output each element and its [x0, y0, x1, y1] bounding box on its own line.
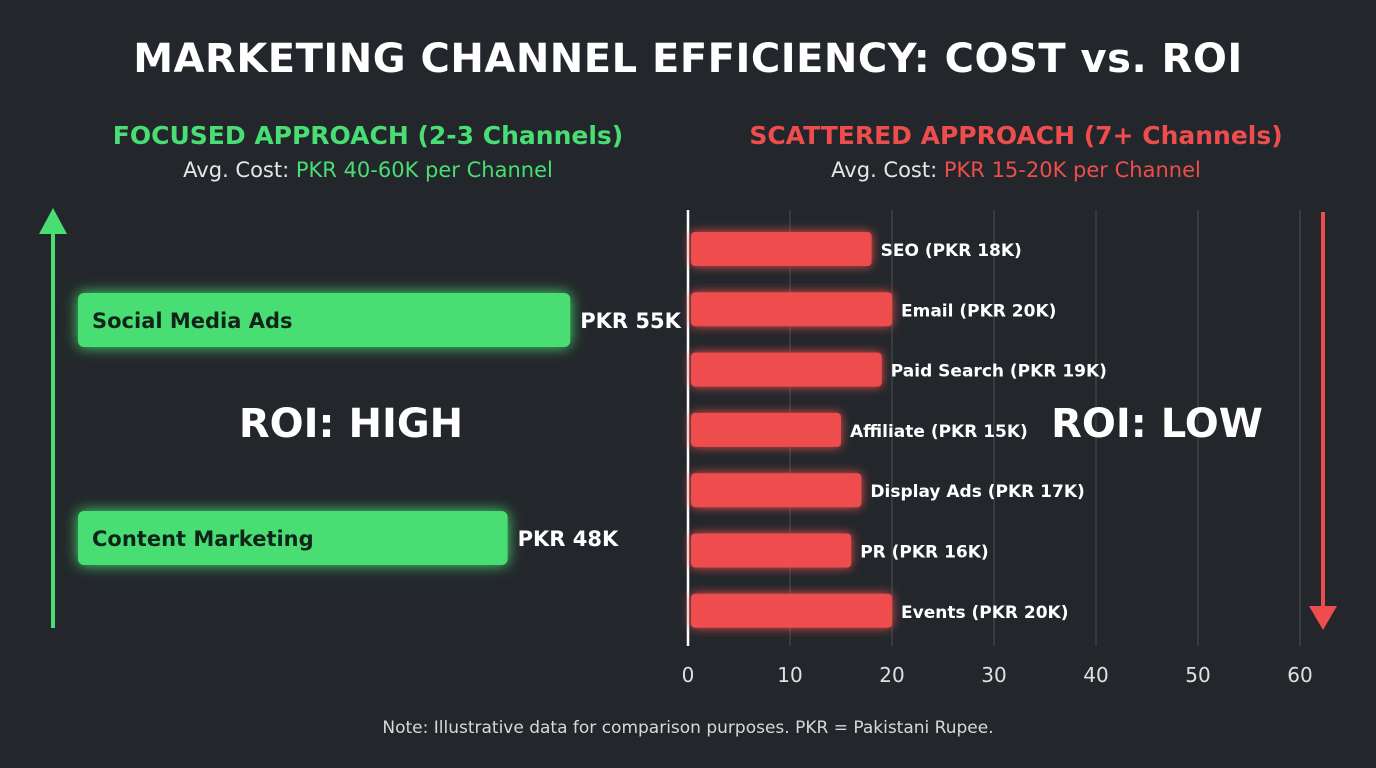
focused-bar	[78, 511, 508, 565]
scattered-bar	[691, 412, 841, 447]
scattered-bar-label: SEO (PKR 18K)	[881, 241, 1022, 261]
scattered-bar-label: Affiliate (PKR 15K)	[850, 422, 1028, 442]
roi-up-arrow-icon	[39, 208, 67, 234]
focused-bar-category: Social Media Ads	[92, 309, 293, 333]
scattered-bar	[691, 473, 862, 508]
scattered-bar-label: Display Ads (PKR 17K)	[870, 482, 1084, 502]
x-tick-label: 50	[1185, 663, 1210, 687]
focused-approach-header: FOCUSED APPROACH (2-3 Channels) Avg. Cos…	[58, 118, 678, 186]
scattered-bar-label: Email (PKR 20K)	[901, 301, 1056, 321]
focused-cost-prefix: Avg. Cost:	[183, 158, 290, 182]
focused-cost-value: PKR 40-60K per Channel	[295, 158, 553, 182]
scattered-approach-header: SCATTERED APPROACH (7+ Channels) Avg. Co…	[706, 118, 1326, 186]
scattered-approach-heading: SCATTERED APPROACH (7+ Channels)	[749, 121, 1283, 150]
scattered-bar-label: Events (PKR 20K)	[901, 603, 1069, 623]
footnote: Note: Illustrative data for comparison p…	[382, 718, 994, 738]
x-tick-label: 0	[682, 663, 695, 687]
x-tick-label: 10	[777, 663, 802, 687]
scattered-cost-value: PKR 15-20K per Channel	[943, 158, 1201, 182]
scattered-avg-cost: Avg. Cost: PKR 15-20K per Channel	[706, 154, 1326, 186]
scattered-cost-prefix: Avg. Cost:	[831, 158, 938, 182]
focused-bar-value-label: PKR 48K	[518, 527, 619, 551]
x-tick-label: 60	[1287, 663, 1312, 687]
focused-bar-category: Content Marketing	[92, 527, 314, 551]
chart-title: MARKETING CHANNEL EFFICIENCY: COST vs. R…	[133, 36, 1243, 82]
scattered-bar-label: Paid Search (PKR 19K)	[891, 362, 1107, 382]
focused-bar-value-label: PKR 55K	[580, 309, 681, 333]
scattered-bar	[691, 292, 892, 327]
x-tick-label: 30	[981, 663, 1006, 687]
scattered-bar	[691, 593, 892, 628]
x-tick-label: 40	[1083, 663, 1108, 687]
focused-approach-heading: FOCUSED APPROACH (2-3 Channels)	[112, 121, 624, 150]
roi-low-label: ROI: LOW	[1051, 401, 1263, 447]
roi-down-arrow-icon	[1309, 606, 1337, 630]
scattered-bar	[691, 352, 882, 387]
focused-avg-cost: Avg. Cost: PKR 40-60K per Channel	[58, 154, 678, 186]
scattered-bar	[691, 533, 852, 568]
focused-bar	[78, 293, 571, 347]
scattered-bar	[691, 232, 872, 266]
scattered-bar-label: PR (PKR 16K)	[860, 543, 988, 563]
roi-high-label: ROI: HIGH	[239, 401, 463, 447]
x-tick-label: 20	[879, 663, 904, 687]
